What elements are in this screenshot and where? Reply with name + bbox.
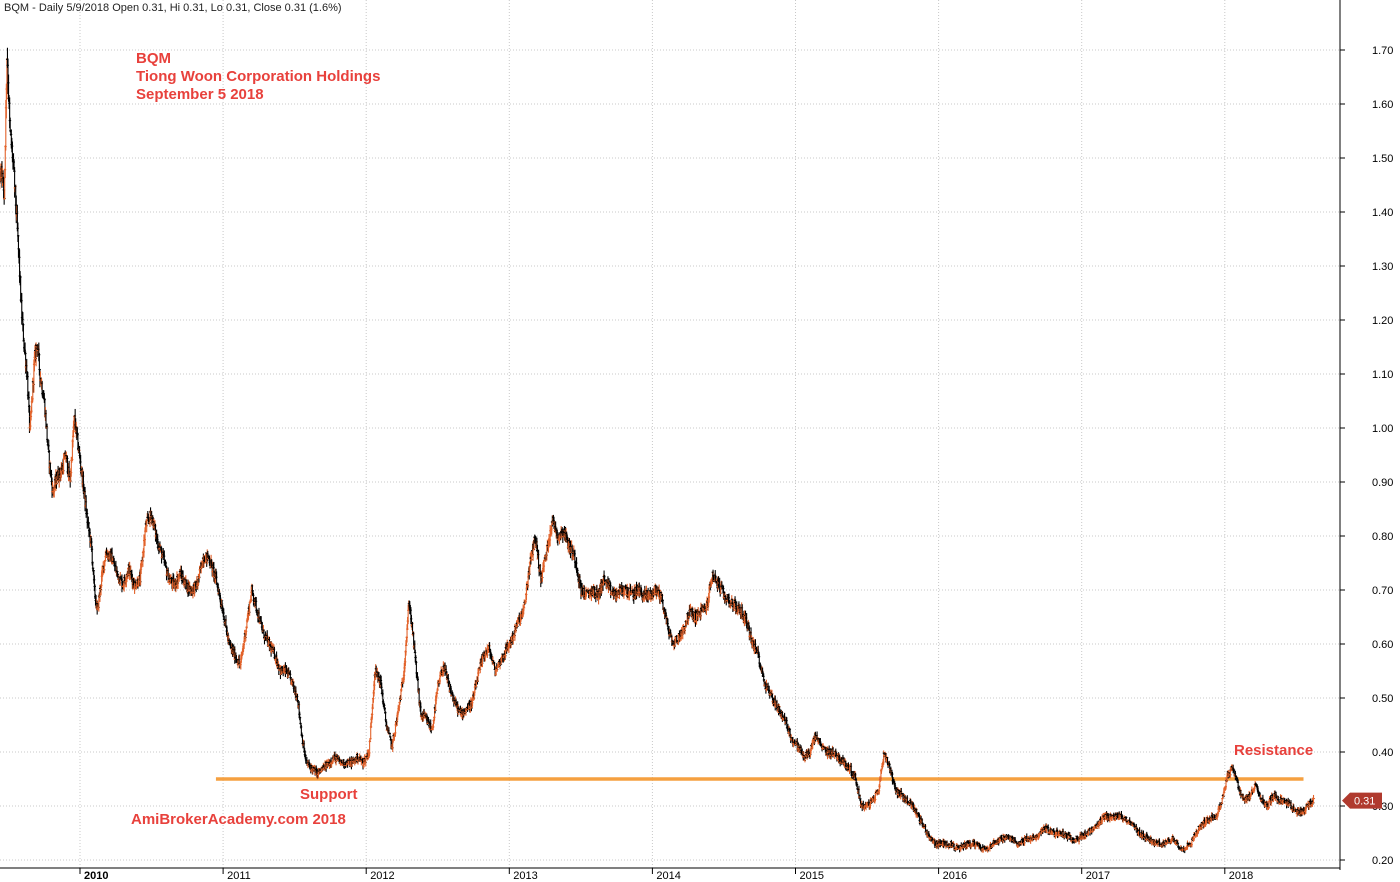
price-bar bbox=[0, 182, 1, 184]
title-ticker: BQM bbox=[136, 50, 171, 67]
watermark: AmiBrokerAcademy.com 2018 bbox=[131, 811, 346, 828]
grid-lines bbox=[0, 0, 1340, 868]
y-tick-label: 1.40 bbox=[1372, 207, 1393, 219]
y-tick-label: 0.90 bbox=[1372, 477, 1393, 489]
x-tick-label: 2011 bbox=[227, 870, 251, 882]
title-date: September 5 2018 bbox=[136, 86, 264, 103]
y-tick-label: 0.20 bbox=[1372, 855, 1393, 867]
chart-header: BQM - Daily 5/9/2018 Open 0.31, Hi 0.31,… bbox=[4, 2, 342, 14]
y-tick-label: 1.10 bbox=[1372, 369, 1393, 381]
y-tick-label: 1.50 bbox=[1372, 153, 1393, 165]
x-tick-label: 2018 bbox=[1229, 870, 1253, 882]
x-tick-label: 2014 bbox=[656, 870, 680, 882]
price-bars bbox=[0, 47, 1316, 854]
y-tick-label: 1.00 bbox=[1372, 423, 1393, 435]
support-label: Support bbox=[300, 786, 358, 803]
y-tick-label: 0.80 bbox=[1372, 531, 1393, 543]
y-tick-label: 1.20 bbox=[1372, 315, 1393, 327]
title-company: Tiong Woon Corporation Holdings bbox=[136, 68, 380, 85]
y-tick-label: 0.50 bbox=[1372, 693, 1393, 705]
y-tick-label: 0.60 bbox=[1372, 639, 1393, 651]
x-tick-label: 2013 bbox=[513, 870, 537, 882]
y-tick-label: 0.40 bbox=[1372, 747, 1393, 759]
last-price-value: 0.31 bbox=[1354, 796, 1375, 808]
x-tick-label: 2010 bbox=[84, 870, 108, 882]
x-tick-label: 2015 bbox=[800, 870, 824, 882]
x-tick-label: 2016 bbox=[943, 870, 967, 882]
y-tick-label: 1.30 bbox=[1372, 261, 1393, 273]
y-tick-label: 1.70 bbox=[1372, 45, 1393, 57]
y-tick-label: 0.70 bbox=[1372, 585, 1393, 597]
y-tick-label: 1.60 bbox=[1372, 99, 1393, 111]
last-price-tag: 0.31 bbox=[1342, 792, 1382, 809]
resistance-label: Resistance bbox=[1234, 742, 1313, 759]
x-tick-label: 2017 bbox=[1086, 870, 1110, 882]
x-tick-label: 2012 bbox=[370, 870, 394, 882]
